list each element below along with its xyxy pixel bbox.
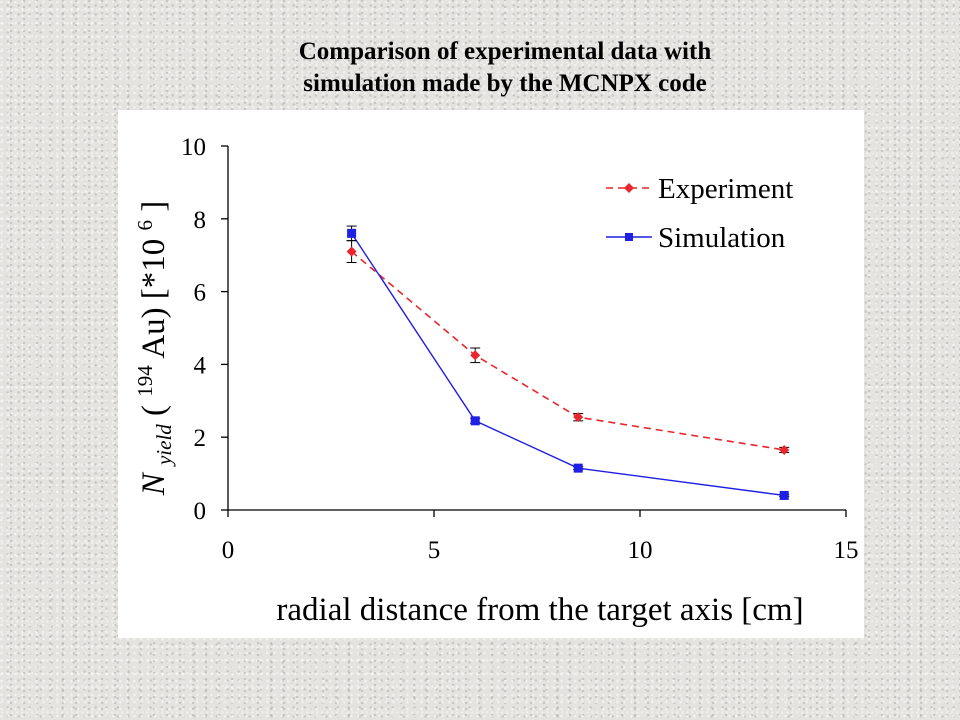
y-tick-label: 10	[181, 134, 206, 161]
y-tick-label: 0	[194, 498, 207, 525]
data-point	[573, 412, 584, 423]
y-tick-label: 8	[194, 207, 207, 234]
data-point	[779, 444, 790, 455]
x-tick-label: 15	[834, 537, 859, 564]
chart-title: Comparison of experimental data with sim…	[0, 36, 960, 100]
data-point	[779, 490, 789, 500]
y-axis-title: N yield ( 194 Au) [*10 6 ]	[124, 201, 179, 497]
chart-panel: 0 5 10 15 0 2 4 6 8 10 Experiment Simulation N yie…	[118, 110, 864, 638]
y-label-n-sub: yield	[152, 424, 176, 467]
legend-item-experiment: Experiment	[606, 173, 793, 205]
series-line-simulation	[351, 232, 785, 497]
legend-marker	[624, 183, 634, 193]
title-line-2: simulation made by the MCNPX code	[303, 70, 707, 97]
data-point	[346, 246, 357, 257]
y-tick-label: 6	[194, 280, 207, 307]
x-tick-label: 10	[628, 537, 653, 564]
legend-marker	[625, 233, 633, 241]
series-line-experiment	[351, 250, 785, 451]
axes	[227, 146, 846, 511]
legend-label: Experiment	[658, 173, 793, 205]
y-label-open: (	[136, 405, 172, 416]
ticks: 0 5 10 15 0 2 4 6 8 10	[181, 134, 859, 564]
y-tick-label: 2	[194, 425, 207, 452]
data-point	[573, 463, 583, 473]
series-experiment	[346, 240, 790, 455]
y-label-element: Au) [*10	[136, 239, 172, 359]
y-label-exp-sup: 6	[133, 220, 157, 231]
series-layer	[346, 225, 790, 500]
chart-svg: 0 5 10 15 0 2 4 6 8 10 Experiment Simulation N yie…	[124, 134, 859, 628]
legend-item-simulation: Simulation	[606, 222, 786, 254]
x-tick-label: 0	[222, 537, 235, 564]
series-simulation	[346, 225, 790, 500]
y-label-iso-sup: 194	[133, 365, 157, 397]
y-tick-label: 4	[194, 352, 207, 379]
title-line-1: Comparison of experimental data with	[298, 38, 712, 65]
x-axis-title: radial distance from the target axis [cm…	[276, 592, 803, 628]
legend-label: Simulation	[658, 222, 786, 254]
x-tick-label: 5	[428, 537, 441, 564]
data-point	[470, 350, 481, 361]
data-point	[470, 416, 480, 426]
data-point	[347, 228, 357, 238]
y-label-close: ]	[136, 201, 172, 212]
y-label-n: N	[136, 471, 172, 496]
legend: Experiment Simulation	[606, 173, 793, 254]
